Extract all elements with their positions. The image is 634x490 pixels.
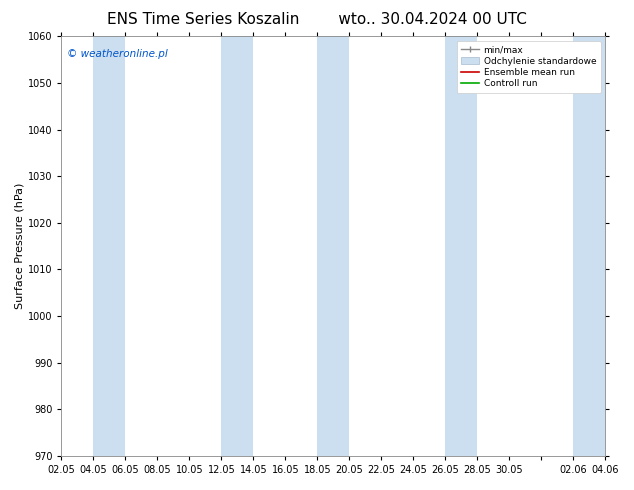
Bar xyxy=(445,36,477,456)
Bar xyxy=(93,36,126,456)
Bar xyxy=(318,36,349,456)
Y-axis label: Surface Pressure (hPa): Surface Pressure (hPa) xyxy=(15,183,25,309)
Legend: min/max, Odchylenie standardowe, Ensemble mean run, Controll run: min/max, Odchylenie standardowe, Ensembl… xyxy=(456,41,601,93)
Bar xyxy=(221,36,254,456)
Bar xyxy=(573,36,605,456)
Text: © weatheronline.pl: © weatheronline.pl xyxy=(67,49,167,59)
Text: ENS Time Series Koszalin        wto.. 30.04.2024 00 UTC: ENS Time Series Koszalin wto.. 30.04.202… xyxy=(107,12,527,27)
